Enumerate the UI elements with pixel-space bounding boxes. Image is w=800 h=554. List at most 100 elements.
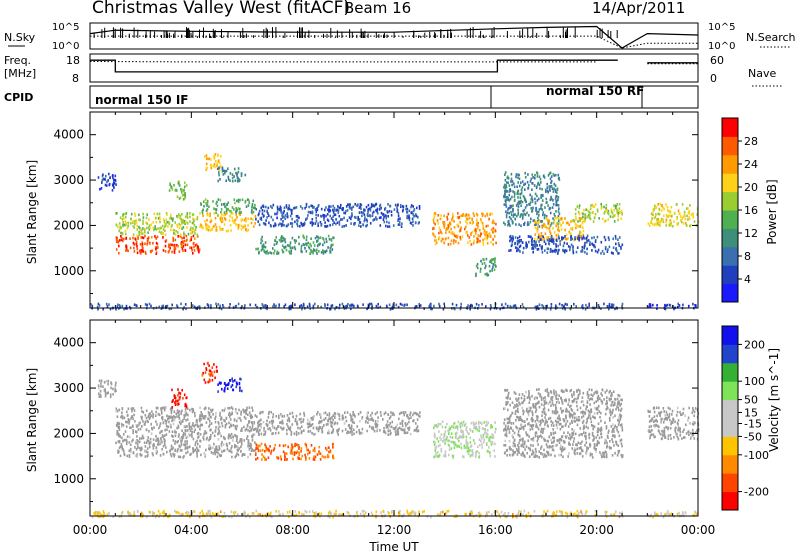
range-gate-cell: [434, 449, 437, 453]
range-gate-cell: [378, 216, 381, 220]
range-gate-cell: [512, 204, 514, 207]
range-gate-cell: [505, 190, 507, 193]
range-gate-cell: [254, 448, 257, 452]
range-gate-cell: [443, 439, 446, 442]
range-gate-cell: [475, 218, 478, 221]
range-gate-cell: [192, 409, 195, 413]
range-gate-cell: [546, 189, 549, 193]
range-gate-cell: [531, 243, 533, 246]
range-gate-cell: [517, 200, 520, 204]
range-gate-cell: [363, 213, 366, 217]
range-gate-cell: [150, 432, 153, 435]
range-gate-cell: [272, 448, 275, 452]
range-gate-cell: [181, 227, 183, 230]
range-gate-cell: [483, 231, 485, 234]
range-gate-cell: [600, 419, 602, 423]
range-gate-cell: [148, 226, 150, 229]
range-gate-cell: [115, 441, 117, 445]
range-gate-cell: [469, 307, 471, 311]
range-gate-cell: [354, 415, 356, 418]
range-gate-cell: [251, 205, 253, 209]
range-gate-cell: [235, 304, 238, 308]
range-gate-cell: [229, 179, 231, 182]
range-gate-cell: [351, 430, 353, 433]
range-gate-cell: [456, 234, 459, 238]
range-gate-cell: [484, 429, 487, 433]
range-gate-cell: [191, 228, 193, 232]
range-gate-cell: [358, 211, 361, 214]
range-gate-cell: [291, 222, 294, 225]
range-gate-cell: [223, 169, 225, 172]
range-gate-cell: [459, 307, 462, 311]
range-gate-cell: [453, 226, 456, 229]
range-gate-cell: [517, 176, 519, 179]
range-gate-cell: [264, 432, 266, 436]
range-gate-cell: [313, 433, 315, 436]
range-gate-cell: [137, 237, 139, 240]
range-gate-cell: [291, 448, 294, 451]
range-gate-cell: [191, 431, 193, 434]
range-gate-cell: [480, 220, 483, 224]
range-gate-cell: [217, 390, 219, 393]
range-gate-cell: [684, 222, 687, 225]
range-gate-cell: [302, 418, 305, 421]
range-gate-cell: [312, 416, 314, 419]
range-gate-cell: [557, 226, 560, 229]
range-gate-cell: [203, 434, 205, 438]
range-gate-cell: [266, 249, 269, 253]
range-gate-cell: [662, 206, 664, 210]
range-gate-cell: [142, 411, 145, 414]
range-gate-cell: [379, 203, 382, 207]
range-gate-cell: [552, 242, 555, 245]
range-gate-cell: [141, 248, 143, 252]
range-gate-cell: [231, 173, 234, 176]
range-gate-cell: [459, 235, 461, 239]
range-gate-cell: [269, 429, 272, 432]
range-gate-cell: [508, 199, 511, 202]
range-gate-cell: [566, 237, 568, 241]
range-gate-cell: [280, 209, 282, 212]
range-gate-cell: [504, 199, 507, 202]
range-gate-cell: [305, 445, 308, 449]
range-gate-cell: [128, 419, 131, 422]
range-gate-cell: [510, 180, 512, 183]
range-gate-cell: [316, 252, 318, 255]
range-gate-cell: [561, 237, 563, 240]
range-gate-cell: [118, 440, 121, 443]
range-gate-cell: [546, 388, 548, 391]
range-gate-cell: [566, 420, 569, 423]
range-gate-cell: [211, 366, 214, 369]
range-gate-cell: [435, 239, 437, 242]
range-gate-cell: [541, 234, 543, 238]
range-gate-cell: [337, 211, 340, 214]
range-gate-cell: [181, 213, 183, 216]
range-gate-cell: [434, 455, 437, 458]
range-gate-cell: [98, 379, 101, 383]
range-gate-cell: [252, 199, 255, 203]
range-gate-cell: [145, 428, 148, 431]
range-gate-cell: [505, 403, 507, 406]
range-gate-cell: [551, 235, 553, 239]
range-gate-cell: [535, 206, 537, 210]
range-gate-cell: [221, 440, 223, 444]
range-gate-cell: [182, 434, 185, 438]
range-gate-cell: [434, 211, 436, 215]
range-gate-cell: [574, 237, 576, 241]
range-gate-cell: [289, 451, 292, 455]
range-gate-cell: [165, 218, 168, 221]
range-gate-cell: [245, 411, 247, 414]
range-gate-cell: [233, 175, 235, 178]
range-gate-cell: [190, 238, 192, 241]
range-gate-cell: [562, 455, 564, 459]
range-gate-cell: [666, 303, 669, 307]
range-gate-cell: [532, 176, 534, 179]
range-gate-cell: [519, 244, 522, 248]
range-gate-cell: [231, 411, 233, 415]
range-gate-cell: [546, 304, 548, 308]
range-gate-cell: [616, 428, 618, 432]
range-gate-cell: [518, 202, 520, 205]
range-gate-cell: [305, 205, 308, 208]
range-gate-cell: [132, 451, 135, 454]
range-gate-cell: [509, 197, 512, 201]
range-gate-cell: [136, 224, 138, 228]
